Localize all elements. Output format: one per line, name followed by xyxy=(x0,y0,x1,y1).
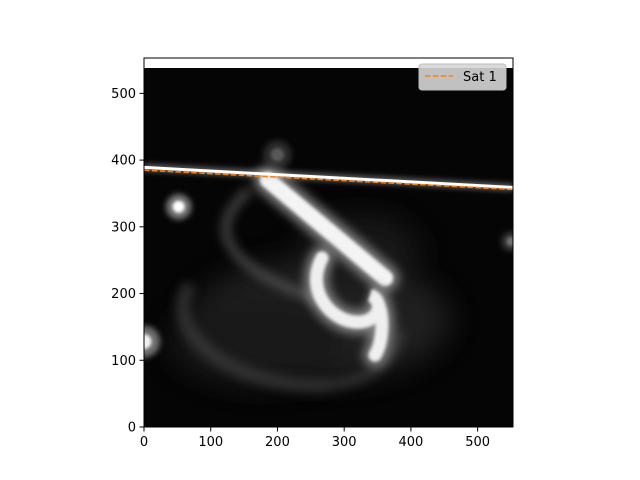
legend-box xyxy=(418,63,507,91)
x-axis: 0 100 200 300 400 500 xyxy=(140,427,490,450)
point-sources xyxy=(144,140,513,358)
x-tick-label: 500 xyxy=(465,435,490,450)
galaxy-hook xyxy=(304,246,394,367)
y-tick-label: 200 xyxy=(111,287,136,302)
y-tick-label: 100 xyxy=(111,354,136,369)
image xyxy=(144,68,513,427)
legend: Sat 1 xyxy=(418,63,507,91)
x-tick-label: 0 xyxy=(140,435,148,450)
y-tick-label: 400 xyxy=(111,154,136,169)
series-layer xyxy=(144,169,513,191)
legend-label-sat-1: Sat 1 xyxy=(463,70,497,85)
x-tick-label: 300 xyxy=(332,435,357,450)
series-line-sat-1 xyxy=(144,169,513,191)
y-axis: 0 100 200 300 400 500 xyxy=(111,87,144,436)
y-tick-label: 300 xyxy=(111,220,136,235)
axes-frame xyxy=(143,57,514,428)
trail-core xyxy=(144,165,513,189)
x-tick-label: 400 xyxy=(398,435,423,450)
point-source-glow xyxy=(144,325,160,358)
y-tick-label: 0 xyxy=(128,421,136,436)
x-tick-label: 200 xyxy=(265,435,290,450)
galaxy-jet xyxy=(254,166,399,292)
point-source xyxy=(144,334,152,350)
satellite-trail xyxy=(144,163,513,191)
x-tick-label: 100 xyxy=(198,435,223,450)
point-source xyxy=(172,200,185,213)
point-source xyxy=(506,237,513,246)
point-source xyxy=(270,148,285,162)
y-tick-label: 500 xyxy=(111,87,136,102)
